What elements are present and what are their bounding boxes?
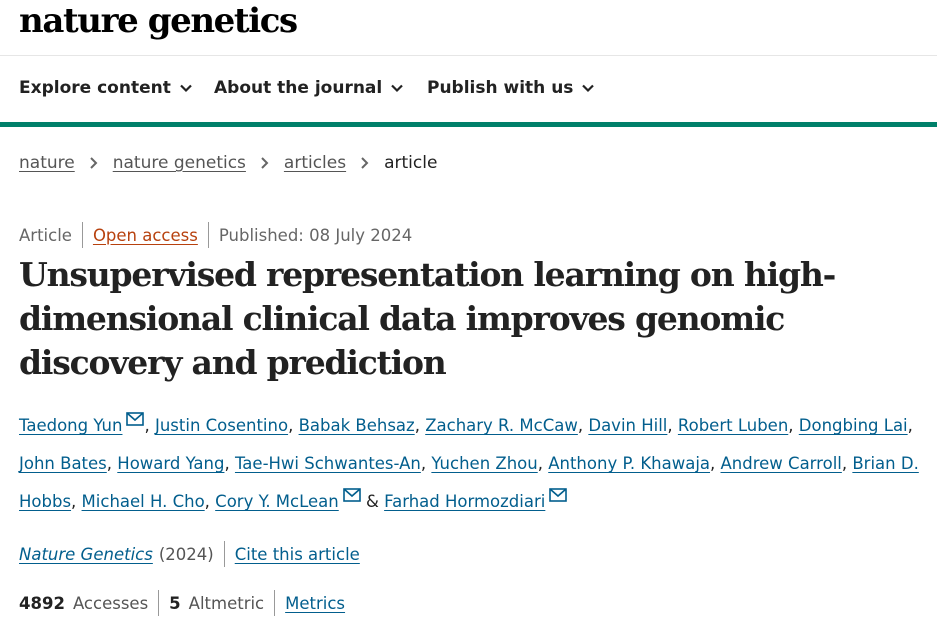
author-link[interactable]: Anthony P. Khawaja xyxy=(548,454,711,473)
accesses-count: 4892 xyxy=(19,593,65,613)
email-icon[interactable] xyxy=(549,488,568,502)
nav-item-label: Publish with us xyxy=(427,78,574,98)
published-date: Published: 08 July 2024 xyxy=(218,225,413,245)
author-link[interactable]: Babak Behsaz xyxy=(298,416,415,435)
nav-accent-rule xyxy=(0,122,937,127)
author-link[interactable]: Dongbing Lai xyxy=(798,416,908,435)
divider xyxy=(274,590,276,616)
divider xyxy=(223,541,225,567)
cite-this-article-link[interactable]: Cite this article xyxy=(234,544,360,564)
divider xyxy=(207,222,209,248)
header-logo-bar: nature genetics xyxy=(0,0,937,56)
chevron-right-icon xyxy=(361,157,369,169)
author-link[interactable]: Robert Luben xyxy=(677,416,789,435)
nav-item-label: Explore content xyxy=(19,78,171,98)
author-link[interactable]: Howard Yang xyxy=(117,454,225,473)
author-link[interactable]: Michael H. Cho xyxy=(81,492,205,511)
breadcrumb-link-articles[interactable]: articles xyxy=(283,153,347,173)
breadcrumb-current: article xyxy=(384,153,438,173)
email-icon[interactable] xyxy=(342,488,361,502)
article-type: Article xyxy=(19,225,72,245)
article-title: Unsupervised representation learning on … xyxy=(19,255,836,382)
main-nav: Explore content About the journal Publis… xyxy=(0,56,937,122)
author-link[interactable]: Brian D. Hobbs xyxy=(19,454,919,511)
author-link[interactable]: Yuchen Zhou xyxy=(431,454,538,473)
chevron-right-icon xyxy=(261,157,269,169)
journal-logo[interactable]: nature genetics xyxy=(19,1,298,41)
divider xyxy=(81,222,83,248)
nav-about-journal[interactable]: About the journal xyxy=(214,78,404,98)
breadcrumb-link-nature[interactable]: nature xyxy=(19,153,75,173)
author-link[interactable]: Davin Hill xyxy=(588,416,668,435)
metrics-bar: 4892 Accesses 5 Altmetric Metrics xyxy=(19,590,345,616)
email-icon[interactable] xyxy=(126,412,145,426)
author-link[interactable]: Justin Cosentino xyxy=(154,416,289,435)
chevron-down-icon xyxy=(180,84,192,93)
open-access-link[interactable]: Open access xyxy=(92,225,198,245)
author-link[interactable]: Andrew Carroll xyxy=(720,454,842,473)
author-link[interactable]: John Bates xyxy=(19,454,107,473)
author-link[interactable]: Cory Y. McLean xyxy=(215,492,339,511)
citation-line: Nature Genetics (2024) Cite this article xyxy=(19,541,360,567)
metrics-link[interactable]: Metrics xyxy=(285,593,346,613)
author-link[interactable]: Taedong Yun xyxy=(19,416,123,435)
author-list: Taedong Yun, Justin Cosentino, Babak Beh… xyxy=(19,407,919,521)
chevron-down-icon xyxy=(582,84,595,93)
nav-publish-with-us[interactable]: Publish with us xyxy=(427,78,595,98)
accesses-label: Accesses xyxy=(72,593,149,613)
author-link[interactable]: Zachary R. McCaw xyxy=(425,416,578,435)
journal-link[interactable]: Nature Genetics xyxy=(19,544,153,564)
chevron-down-icon xyxy=(391,84,404,93)
chevron-right-icon xyxy=(90,157,98,169)
author-link[interactable]: Farhad Hormozdiari xyxy=(384,492,546,511)
breadcrumb: nature nature genetics articles article xyxy=(19,153,437,173)
nav-item-label: About the journal xyxy=(214,78,383,98)
breadcrumb-link-nature-genetics[interactable]: nature genetics xyxy=(112,153,246,173)
altmetric-count: 5 xyxy=(169,593,181,613)
author-link[interactable]: Tae-Hwi Schwantes-An xyxy=(234,454,421,473)
nav-explore-content[interactable]: Explore content xyxy=(19,78,193,98)
divider xyxy=(158,590,160,616)
citation-year: (2024) xyxy=(158,544,214,564)
altmetric-label: Altmetric xyxy=(188,593,265,613)
article-meta: Article Open access Published: 08 July 2… xyxy=(19,222,412,248)
